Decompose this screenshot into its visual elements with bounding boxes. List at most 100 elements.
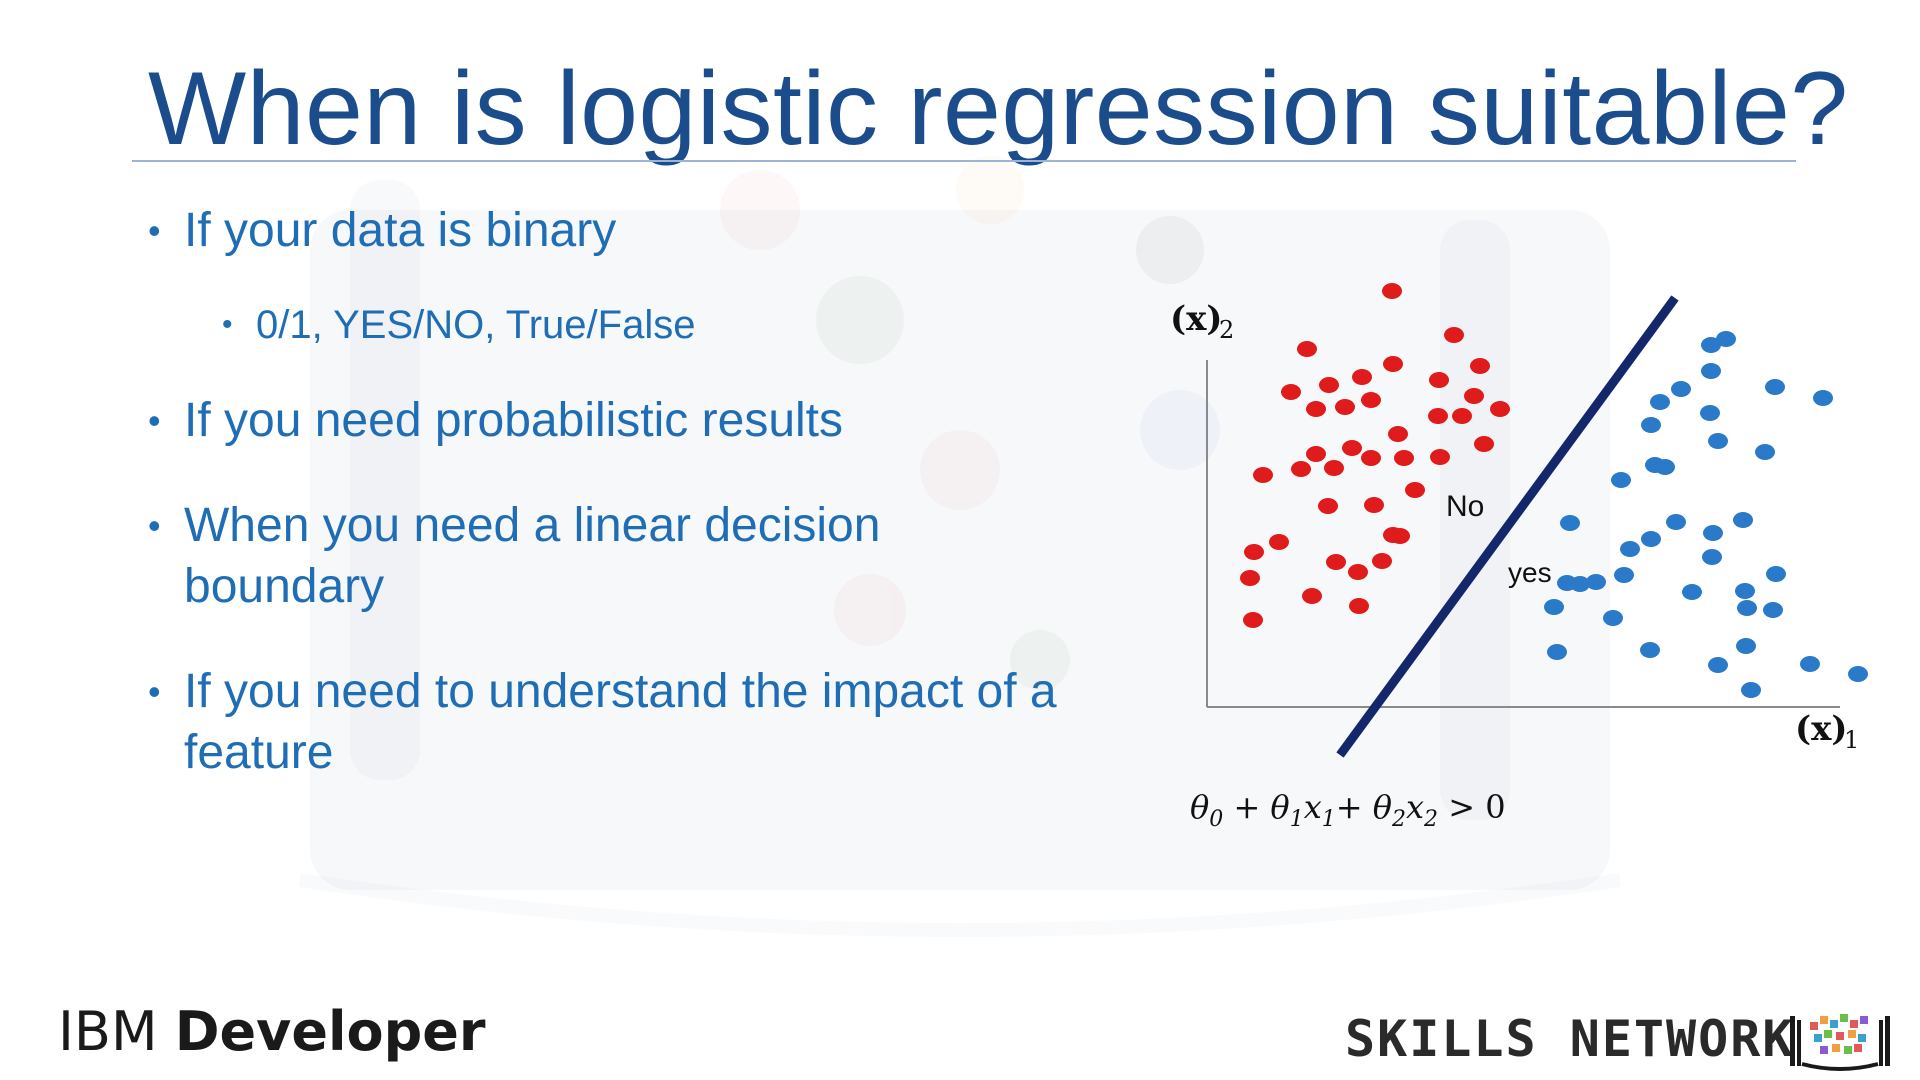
class-yes-point — [1544, 599, 1564, 615]
class-no-point — [1352, 369, 1372, 385]
class-yes-point — [1560, 515, 1580, 531]
class-yes-point — [1701, 337, 1721, 353]
class-no-point — [1444, 327, 1464, 343]
class-yes-point — [1614, 567, 1634, 583]
class-yes-point — [1763, 602, 1783, 618]
class-no-point — [1342, 440, 1362, 456]
region-label-yes: yes — [1508, 557, 1552, 588]
class-yes-point — [1733, 512, 1753, 528]
ibm-developer-brand: IBM Developer — [58, 1000, 486, 1063]
class-no-point — [1318, 498, 1338, 514]
x-axis-subscript: 1 — [1844, 726, 1859, 754]
class-yes-point — [1641, 417, 1661, 433]
class-no-point — [1383, 356, 1403, 372]
class-no-point — [1324, 460, 1344, 476]
class-no-point — [1244, 544, 1264, 560]
class-no-point — [1253, 467, 1273, 483]
class-no-point — [1474, 436, 1494, 452]
class-yes-point — [1741, 682, 1761, 698]
class-no-point — [1394, 450, 1414, 466]
class-yes-point — [1735, 583, 1755, 599]
class-yes-point — [1755, 444, 1775, 460]
class-yes-point — [1640, 642, 1660, 658]
class-no-point — [1364, 497, 1384, 513]
class-no-point — [1281, 384, 1301, 400]
class-yes-point — [1650, 394, 1670, 410]
class-yes-point — [1702, 549, 1722, 565]
class-no-point — [1306, 446, 1326, 462]
class-yes-point — [1655, 459, 1675, 475]
class-yes-point — [1586, 574, 1606, 590]
class-no-point — [1306, 401, 1326, 417]
class-yes-points — [1544, 331, 1868, 698]
class-yes-point — [1716, 331, 1736, 347]
class-no-point — [1428, 408, 1448, 424]
class-yes-point — [1765, 379, 1785, 395]
bullet-binary: If your data is binary — [148, 200, 616, 261]
class-no-point — [1319, 377, 1339, 393]
class-yes-point — [1737, 600, 1757, 616]
class-no-point — [1302, 588, 1322, 604]
region-label-no: No — [1446, 490, 1484, 523]
bullet-linear-boundary: When you need a linear decision boundary — [148, 495, 984, 617]
class-no-point — [1243, 612, 1263, 628]
class-yes-point — [1641, 531, 1661, 547]
class-no-point — [1383, 527, 1403, 543]
bullet-feature-impact: If you need to understand the impact of … — [148, 661, 1064, 783]
x-axis-label: (x) — [1795, 709, 1847, 749]
class-no-point — [1361, 392, 1381, 408]
class-yes-point — [1671, 381, 1691, 397]
class-no-point — [1348, 564, 1368, 580]
class-yes-point — [1570, 576, 1590, 592]
class-no-point — [1335, 399, 1355, 415]
y-axis-subscript: 2 — [1219, 316, 1234, 344]
brand-prefix: IBM — [58, 1000, 175, 1063]
class-no-point — [1405, 482, 1425, 498]
bullet-probabilistic: If you need probabilistic results — [148, 390, 843, 451]
class-no-point — [1240, 570, 1260, 586]
skills-network-books-icon — [1790, 1014, 1890, 1071]
class-yes-point — [1708, 657, 1728, 673]
decision-boundary-line — [1336, 295, 1679, 758]
class-no-points — [1240, 283, 1510, 628]
class-yes-point — [1813, 390, 1833, 406]
class-no-point — [1326, 554, 1346, 570]
class-no-point — [1388, 426, 1408, 442]
decision-equation: θ0 + θ1x1+ θ2x2 > 0 — [1190, 788, 1506, 832]
class-no-point — [1349, 598, 1369, 614]
class-no-point — [1490, 401, 1510, 417]
class-no-point — [1297, 341, 1317, 357]
class-yes-point — [1736, 638, 1756, 654]
class-yes-point — [1700, 405, 1720, 421]
y-axis-label: (x) — [1170, 299, 1222, 339]
class-yes-point — [1703, 525, 1723, 541]
sub-bullet-binary-examples: 0/1, YES/NO, True/False — [222, 300, 695, 350]
brand-strong: Developer — [174, 1000, 486, 1063]
class-yes-point — [1611, 472, 1631, 488]
class-yes-point — [1708, 433, 1728, 449]
class-no-point — [1372, 553, 1392, 569]
class-no-point — [1269, 534, 1289, 550]
class-yes-point — [1603, 610, 1623, 626]
class-no-point — [1382, 283, 1402, 299]
title-divider — [132, 160, 1796, 162]
class-no-point — [1452, 408, 1472, 424]
class-no-point — [1470, 358, 1490, 374]
class-yes-point — [1620, 541, 1640, 557]
class-yes-point — [1848, 666, 1868, 682]
class-yes-point — [1701, 363, 1721, 379]
class-no-point — [1291, 461, 1311, 477]
class-yes-point — [1766, 566, 1786, 582]
class-yes-point — [1682, 584, 1702, 600]
class-no-point — [1361, 450, 1381, 466]
class-yes-point — [1800, 656, 1820, 672]
class-no-point — [1464, 388, 1484, 404]
class-yes-point — [1547, 644, 1567, 660]
class-yes-point — [1666, 514, 1686, 530]
slide-title: When is logistic regression suitable? — [148, 51, 1849, 167]
class-no-point — [1430, 449, 1450, 465]
class-no-point — [1429, 372, 1449, 388]
skills-network-wordmark: SKILLS NETWORK — [1345, 1010, 1795, 1068]
